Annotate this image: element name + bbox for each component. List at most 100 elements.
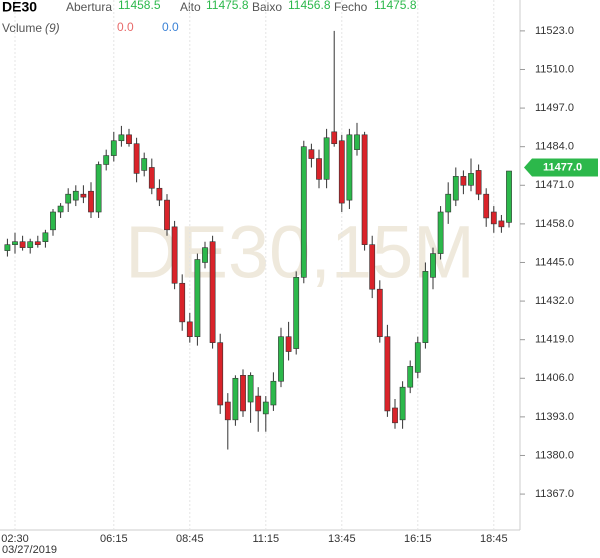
y-tick-label: 11406.0 xyxy=(535,372,574,384)
y-tick-label: 11484.0 xyxy=(535,141,574,153)
candle-body xyxy=(19,241,26,248)
candle-body xyxy=(232,377,239,421)
candle-body xyxy=(452,176,459,201)
watermark: DE30,15M xyxy=(125,211,475,294)
candle-body xyxy=(12,241,18,245)
candle-body xyxy=(278,336,284,382)
x-tick-label: 13:45 xyxy=(328,533,356,545)
y-tick-label: 11510.0 xyxy=(535,63,574,75)
header-label: Baixo xyxy=(252,0,282,14)
volume-value: 0.0 xyxy=(162,20,179,34)
candle-body xyxy=(376,288,383,338)
candle-body xyxy=(445,193,452,213)
x-tick-label: 18:45 xyxy=(480,533,508,545)
y-tick-label: 11445.0 xyxy=(535,256,574,268)
candle-body xyxy=(460,176,467,186)
candle-body xyxy=(422,271,429,343)
symbol: DE30 xyxy=(2,0,37,15)
candle-body xyxy=(57,205,64,213)
candle-body xyxy=(338,140,345,204)
candle-body xyxy=(407,366,414,388)
candle-body xyxy=(270,380,277,406)
candle-body xyxy=(133,143,140,174)
candle-body xyxy=(240,375,246,412)
candle-body xyxy=(490,211,497,225)
candle-body xyxy=(384,336,391,412)
candle-body xyxy=(285,336,292,352)
volume-period: (9) xyxy=(45,21,60,35)
candle-body xyxy=(179,282,186,323)
candle-body xyxy=(361,134,368,245)
candle-body xyxy=(369,244,376,290)
header-value: 11475.8 xyxy=(206,0,249,12)
candle-body xyxy=(164,199,170,231)
candle-body xyxy=(323,137,330,180)
candle-body xyxy=(392,407,398,424)
header-value: 11475.8 xyxy=(374,0,417,12)
candle-body xyxy=(475,170,482,195)
candle-body xyxy=(308,149,315,159)
x-tick-label: 02:30 xyxy=(1,533,29,545)
candle-body xyxy=(118,134,125,142)
candle-body xyxy=(186,321,193,338)
candle-body xyxy=(65,193,72,204)
y-tick-label: 11367.0 xyxy=(535,488,574,500)
last-price-tag xyxy=(524,158,598,177)
x-tick-label: 11:15 xyxy=(252,533,279,545)
candle-body xyxy=(354,134,360,150)
candle-body xyxy=(414,342,421,373)
candle-body xyxy=(209,241,216,343)
candle-body xyxy=(224,401,231,421)
volume-label: Volume xyxy=(2,21,42,35)
y-tick-label: 11471.0 xyxy=(535,179,574,191)
date-label: 03/27/2019 xyxy=(2,544,57,556)
candle-body xyxy=(80,193,87,198)
y-tick-label: 11419.0 xyxy=(535,334,574,346)
candle-body xyxy=(217,342,224,406)
candle-body xyxy=(247,375,254,403)
x-tick-label: 06:15 xyxy=(100,533,128,545)
header-value: 11458.5 xyxy=(118,0,161,12)
candle-body xyxy=(171,226,178,284)
candle-body xyxy=(126,134,132,145)
y-tick-label: 11458.0 xyxy=(535,218,574,230)
candle-body xyxy=(430,253,436,278)
y-tick-label: 11497.0 xyxy=(535,102,574,114)
candle-body xyxy=(72,190,79,201)
candle-body xyxy=(262,401,269,415)
header-label: Alto xyxy=(180,0,201,14)
candle-body xyxy=(331,131,338,145)
candle-body xyxy=(468,173,474,186)
candle-body xyxy=(399,386,406,421)
candle-body xyxy=(148,167,155,189)
candle-body xyxy=(50,211,56,231)
last-price-label: 11477.0 xyxy=(543,161,582,173)
candle-body xyxy=(110,140,117,156)
candle-body xyxy=(316,158,322,180)
candle-body xyxy=(255,395,262,412)
candle-body xyxy=(498,220,505,228)
y-tick-label: 11432.0 xyxy=(535,295,574,307)
candle-body xyxy=(95,164,102,213)
candle-body xyxy=(506,170,512,223)
y-tick-label: 11393.0 xyxy=(535,411,574,423)
y-tick-label: 11380.0 xyxy=(535,449,574,461)
x-tick-label: 16:15 xyxy=(404,533,432,545)
candle-body xyxy=(346,134,353,201)
candle-body xyxy=(4,244,11,251)
candle-body xyxy=(141,158,148,171)
volume-value: 0.0 xyxy=(117,20,134,34)
candle-body xyxy=(437,211,444,254)
candle-body xyxy=(293,277,300,349)
candle-body xyxy=(300,146,307,278)
y-tick-label: 11523.0 xyxy=(535,25,574,37)
candle-body xyxy=(42,232,49,242)
candle-body xyxy=(27,241,34,248)
candle-body xyxy=(202,247,208,263)
candle-body xyxy=(156,187,163,201)
candle-body xyxy=(483,193,490,219)
header-label: Abertura xyxy=(66,0,112,14)
header-value: 11456.8 xyxy=(288,0,331,12)
x-tick-label: 08:45 xyxy=(176,533,204,545)
